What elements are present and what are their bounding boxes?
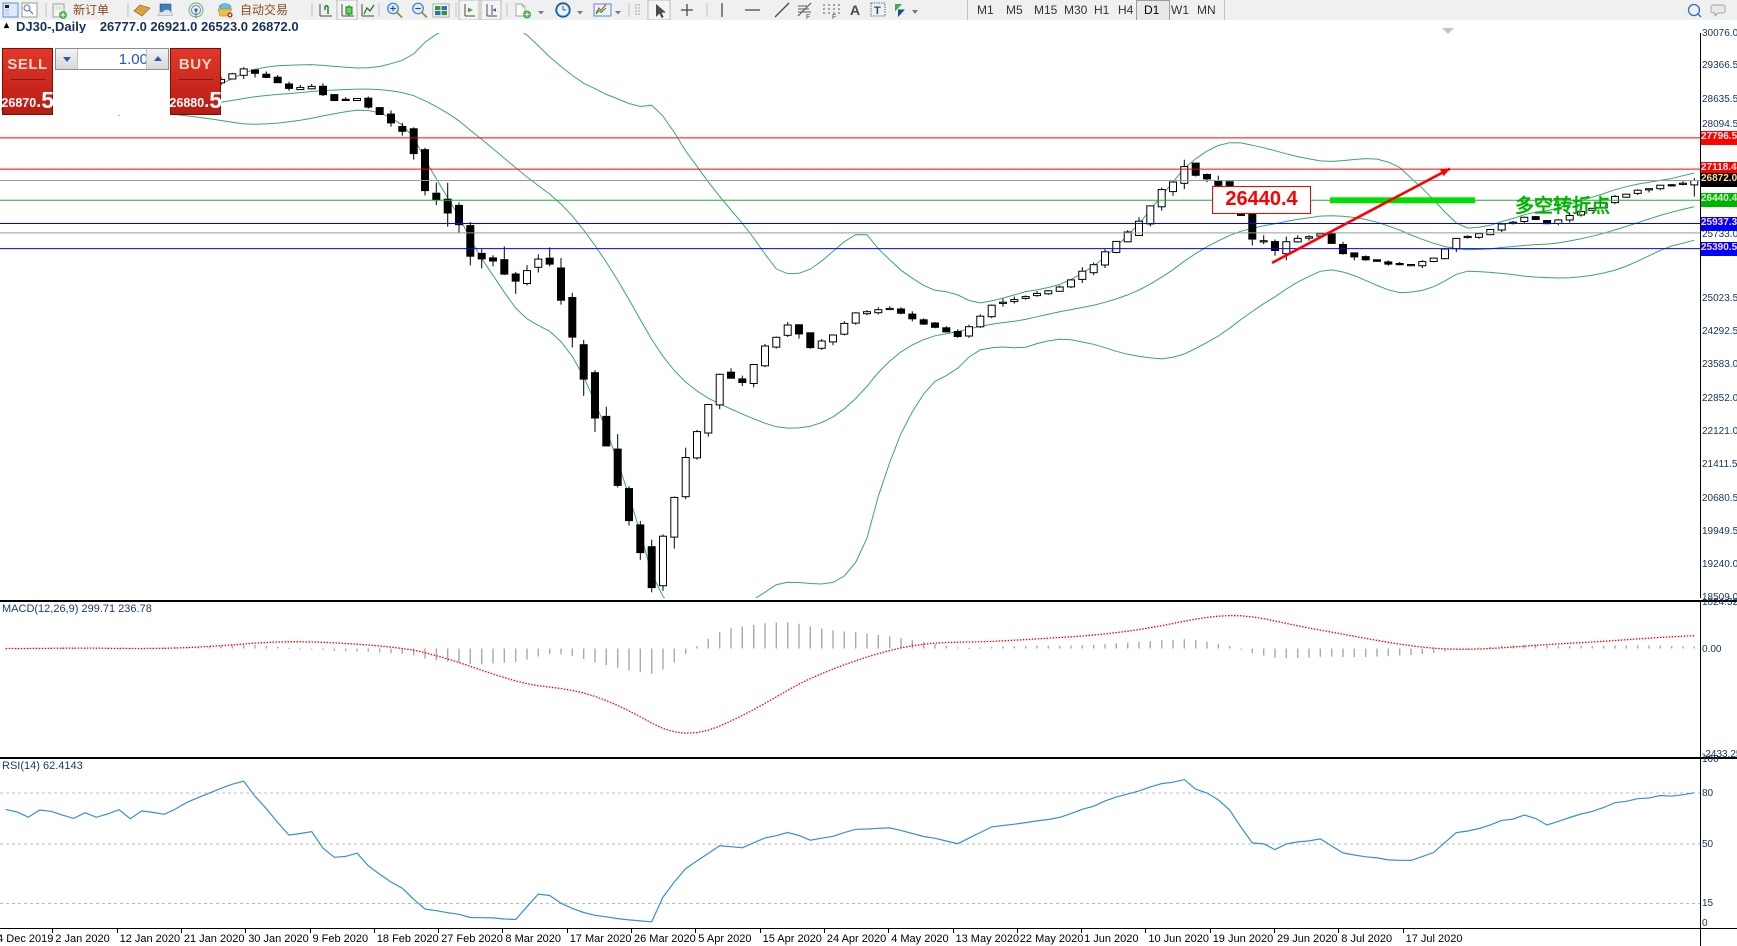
svg-text:新订单: 新订单 xyxy=(73,2,109,17)
svg-text:A: A xyxy=(850,2,860,18)
svg-text:自动交易: 自动交易 xyxy=(240,2,288,17)
svg-text:T: T xyxy=(874,5,881,17)
